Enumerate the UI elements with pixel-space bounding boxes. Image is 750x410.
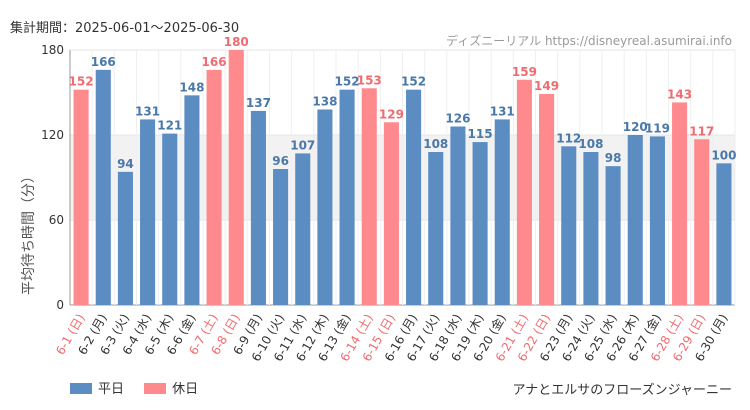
bar-holiday[interactable] (383, 122, 399, 305)
bar-value-label: 152 (401, 75, 426, 89)
bar-value-label: 107 (290, 138, 315, 152)
legend-swatch-holiday (144, 383, 167, 394)
bar-value-label: 166 (91, 55, 116, 69)
bar-value-label: 98 (605, 151, 622, 165)
bar-value-label: 152 (69, 75, 94, 89)
bar-weekday[interactable] (450, 126, 466, 306)
bar-value-label: 159 (512, 65, 537, 79)
bar-value-label: 108 (423, 137, 448, 151)
bar-value-label: 100 (711, 148, 736, 162)
bar-value-label: 149 (534, 79, 559, 93)
bar-weekday[interactable] (649, 136, 665, 305)
bar-weekday[interactable] (339, 89, 355, 306)
bar-weekday[interactable] (561, 146, 577, 305)
legend-label-weekday: 平日 (98, 382, 125, 397)
bar-weekday[interactable] (273, 169, 289, 305)
bar-weekday[interactable] (627, 135, 643, 305)
bar-value-label: 126 (445, 112, 470, 126)
bar-weekday[interactable] (472, 142, 488, 305)
legend-swatch-weekday (70, 383, 92, 394)
bar-value-label: 117 (689, 124, 714, 138)
bar-value-label: 138 (312, 95, 337, 109)
bar-value-label: 112 (556, 131, 581, 145)
bar-weekday[interactable] (184, 95, 200, 305)
bar-value-label: 148 (179, 80, 204, 94)
bar-value-label: 137 (246, 96, 271, 110)
bar-value-label: 96 (272, 154, 289, 168)
bar-weekday[interactable] (250, 110, 266, 306)
bar-weekday[interactable] (117, 171, 133, 305)
attraction-name: アナとエルサのフローズンジャーニー (512, 383, 732, 398)
legend-label-holiday: 休日 (172, 382, 199, 397)
bar-weekday[interactable] (494, 119, 510, 306)
bar-weekday[interactable] (95, 69, 111, 305)
legend: 平日 休日 (70, 378, 214, 397)
bar-holiday[interactable] (539, 93, 555, 306)
bar-value-label: 166 (202, 55, 227, 69)
bar-weekday[interactable] (140, 119, 156, 306)
bar-weekday[interactable] (295, 153, 311, 305)
bar-value-label: 131 (490, 104, 515, 118)
bar-value-label: 153 (357, 73, 382, 87)
bar-weekday[interactable] (716, 163, 732, 305)
bar-value-label: 94 (117, 157, 134, 171)
period-label: 集計期間：2025-06-01～2025-06-30 (10, 21, 240, 36)
bar-weekday[interactable] (428, 152, 444, 305)
bar-holiday[interactable] (694, 139, 710, 305)
bar-value-label: 108 (578, 137, 603, 151)
y-tick-label: 180 (41, 43, 64, 57)
bar-value-label: 152 (335, 75, 360, 89)
bar-value-label: 119 (645, 121, 670, 135)
bar-holiday[interactable] (516, 79, 532, 305)
bar-holiday[interactable] (206, 69, 222, 305)
bar-weekday[interactable] (317, 109, 333, 306)
y-tick-label: 0 (56, 298, 64, 312)
bar-value-label: 120 (623, 120, 648, 134)
bar-holiday[interactable] (361, 88, 377, 305)
bar-holiday[interactable] (73, 89, 89, 306)
y-tick-label: 60 (49, 213, 64, 227)
source-credit: ディズニーリアル https://disneyreal.asumirai.inf… (446, 34, 732, 48)
y-tick-label: 120 (41, 128, 64, 142)
legend-item-weekday[interactable]: 平日 (70, 378, 124, 397)
bar-value-label: 121 (157, 119, 182, 133)
bar-value-label: 131 (135, 104, 160, 118)
bar-weekday[interactable] (162, 133, 178, 305)
bar-weekday[interactable] (583, 152, 599, 305)
bar-holiday[interactable] (228, 50, 244, 305)
bar-value-label: 129 (379, 107, 404, 121)
bar-holiday[interactable] (672, 102, 688, 306)
bar-value-label: 143 (667, 87, 692, 101)
bar-weekday[interactable] (605, 166, 621, 305)
bar-value-label: 180 (224, 35, 249, 49)
y-axis-label: 平均待ち時間（分） (21, 169, 37, 295)
bar-value-label: 115 (468, 127, 493, 141)
bar-weekday[interactable] (406, 89, 422, 306)
legend-item-holiday[interactable]: 休日 (144, 378, 198, 397)
